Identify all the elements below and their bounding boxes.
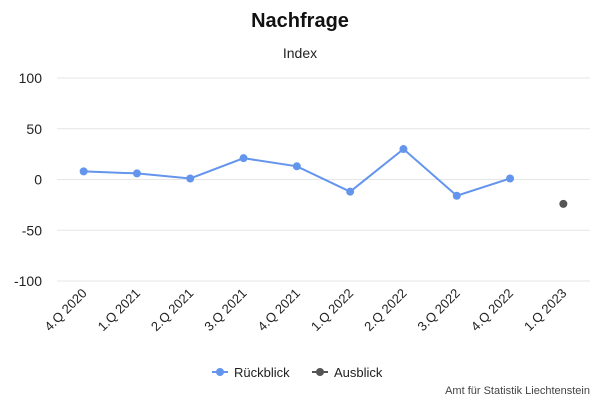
legend-item-rueckblick[interactable]: Rückblick xyxy=(212,365,290,380)
data-point-rueckblick[interactable] xyxy=(292,162,301,171)
legend-marker-ausblick xyxy=(316,368,324,376)
data-point-rueckblick[interactable] xyxy=(452,191,461,200)
legend-label-ausblick: Ausblick xyxy=(334,365,383,380)
chart-subtitle: Index xyxy=(283,45,317,61)
data-point-ausblick[interactable] xyxy=(559,199,568,208)
y-tick-label: -50 xyxy=(22,222,42,238)
y-tick-label: -100 xyxy=(14,273,42,289)
chart-title: Nachfrage xyxy=(251,10,349,32)
series-layer xyxy=(79,145,568,208)
x-tick-label: 1.Q 2023 xyxy=(521,286,569,334)
x-axis-ticks: 4.Q 2020 1.Q 2021 2.Q 2021 3.Q 2021 4.Q 2021… xyxy=(41,286,569,334)
legend-marker-rueckblick xyxy=(216,368,224,376)
x-tick-label: 1.Q 2022 xyxy=(308,286,356,334)
x-tick-label: 2.Q 2022 xyxy=(361,286,409,334)
data-point-rueckblick[interactable] xyxy=(346,187,355,196)
x-tick-label: 4.Q 2021 xyxy=(255,286,303,334)
data-point-rueckblick[interactable] xyxy=(132,169,141,178)
data-point-rueckblick[interactable] xyxy=(399,145,408,154)
legend-item-ausblick[interactable]: Ausblick xyxy=(312,365,383,380)
x-tick-label: 4.Q 2020 xyxy=(41,286,89,334)
data-point-rueckblick[interactable] xyxy=(186,174,195,183)
data-point-rueckblick[interactable] xyxy=(239,154,248,163)
x-tick-label: 3.Q 2022 xyxy=(414,286,462,334)
x-tick-label: 1.Q 2021 xyxy=(95,286,143,334)
y-axis-ticks: 100 50 0 -50 -100 xyxy=(14,70,42,289)
data-point-rueckblick[interactable] xyxy=(79,167,88,176)
x-tick-label: 2.Q 2021 xyxy=(148,286,196,334)
data-point-rueckblick[interactable] xyxy=(506,174,515,183)
x-tick-label: 3.Q 2021 xyxy=(201,286,249,334)
series-line-rueckblick xyxy=(83,147,511,197)
y-tick-label: 50 xyxy=(26,121,42,137)
y-tick-label: 0 xyxy=(34,172,42,188)
legend: Rückblick Ausblick xyxy=(212,365,383,380)
legend-label-rueckblick: Rückblick xyxy=(234,365,290,380)
x-tick-label: 4.Q 2022 xyxy=(468,286,516,334)
credit-text[interactable]: Amt für Statistik Liechtenstein xyxy=(445,385,590,397)
y-tick-label: 100 xyxy=(19,70,43,86)
